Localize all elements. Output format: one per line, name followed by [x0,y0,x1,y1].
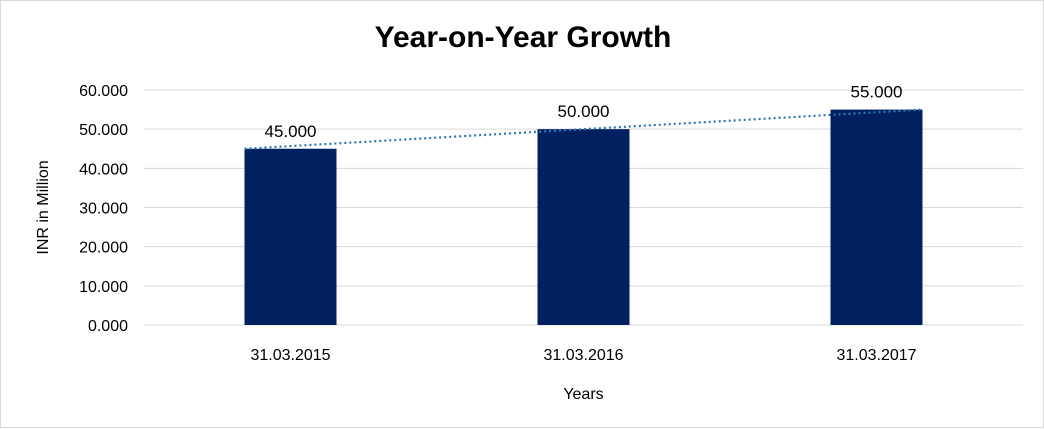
data-label: 50.000 [558,102,610,121]
trendline-layer [244,108,923,150]
x-category-label: 31.03.2016 [543,347,623,364]
data-labels: 45.000 50.000 55.000 [265,83,903,141]
data-label: 55.000 [851,83,903,102]
y-axis-title: INR in Million [35,160,52,254]
bar [244,148,337,325]
y-tick-label: 20.000 [79,240,128,257]
x-category-label: 31.03.2015 [250,347,330,364]
x-axis-title: Years [563,386,603,403]
bar [537,129,630,325]
bars [244,109,923,325]
y-tick-label: 0.000 [88,318,128,335]
y-tick-label: 30.000 [79,201,128,218]
x-axis-categories: 31.03.2015 31.03.2016 31.03.2017 [250,347,916,364]
y-tick-label: 40.000 [79,161,128,178]
data-label: 45.000 [265,122,317,141]
chart-title: Year-on-Year Growth [374,21,672,54]
y-axis-ticks: 0.000 10.000 20.000 30.000 40.000 50.000 60.00… [79,83,128,335]
y-tick-label: 10.000 [79,279,128,296]
x-category-label: 31.03.2017 [836,347,916,364]
trendline [244,108,923,150]
bar [830,109,923,325]
y-tick-label: 60.000 [79,83,128,100]
y-tick-label: 50.000 [79,122,128,139]
